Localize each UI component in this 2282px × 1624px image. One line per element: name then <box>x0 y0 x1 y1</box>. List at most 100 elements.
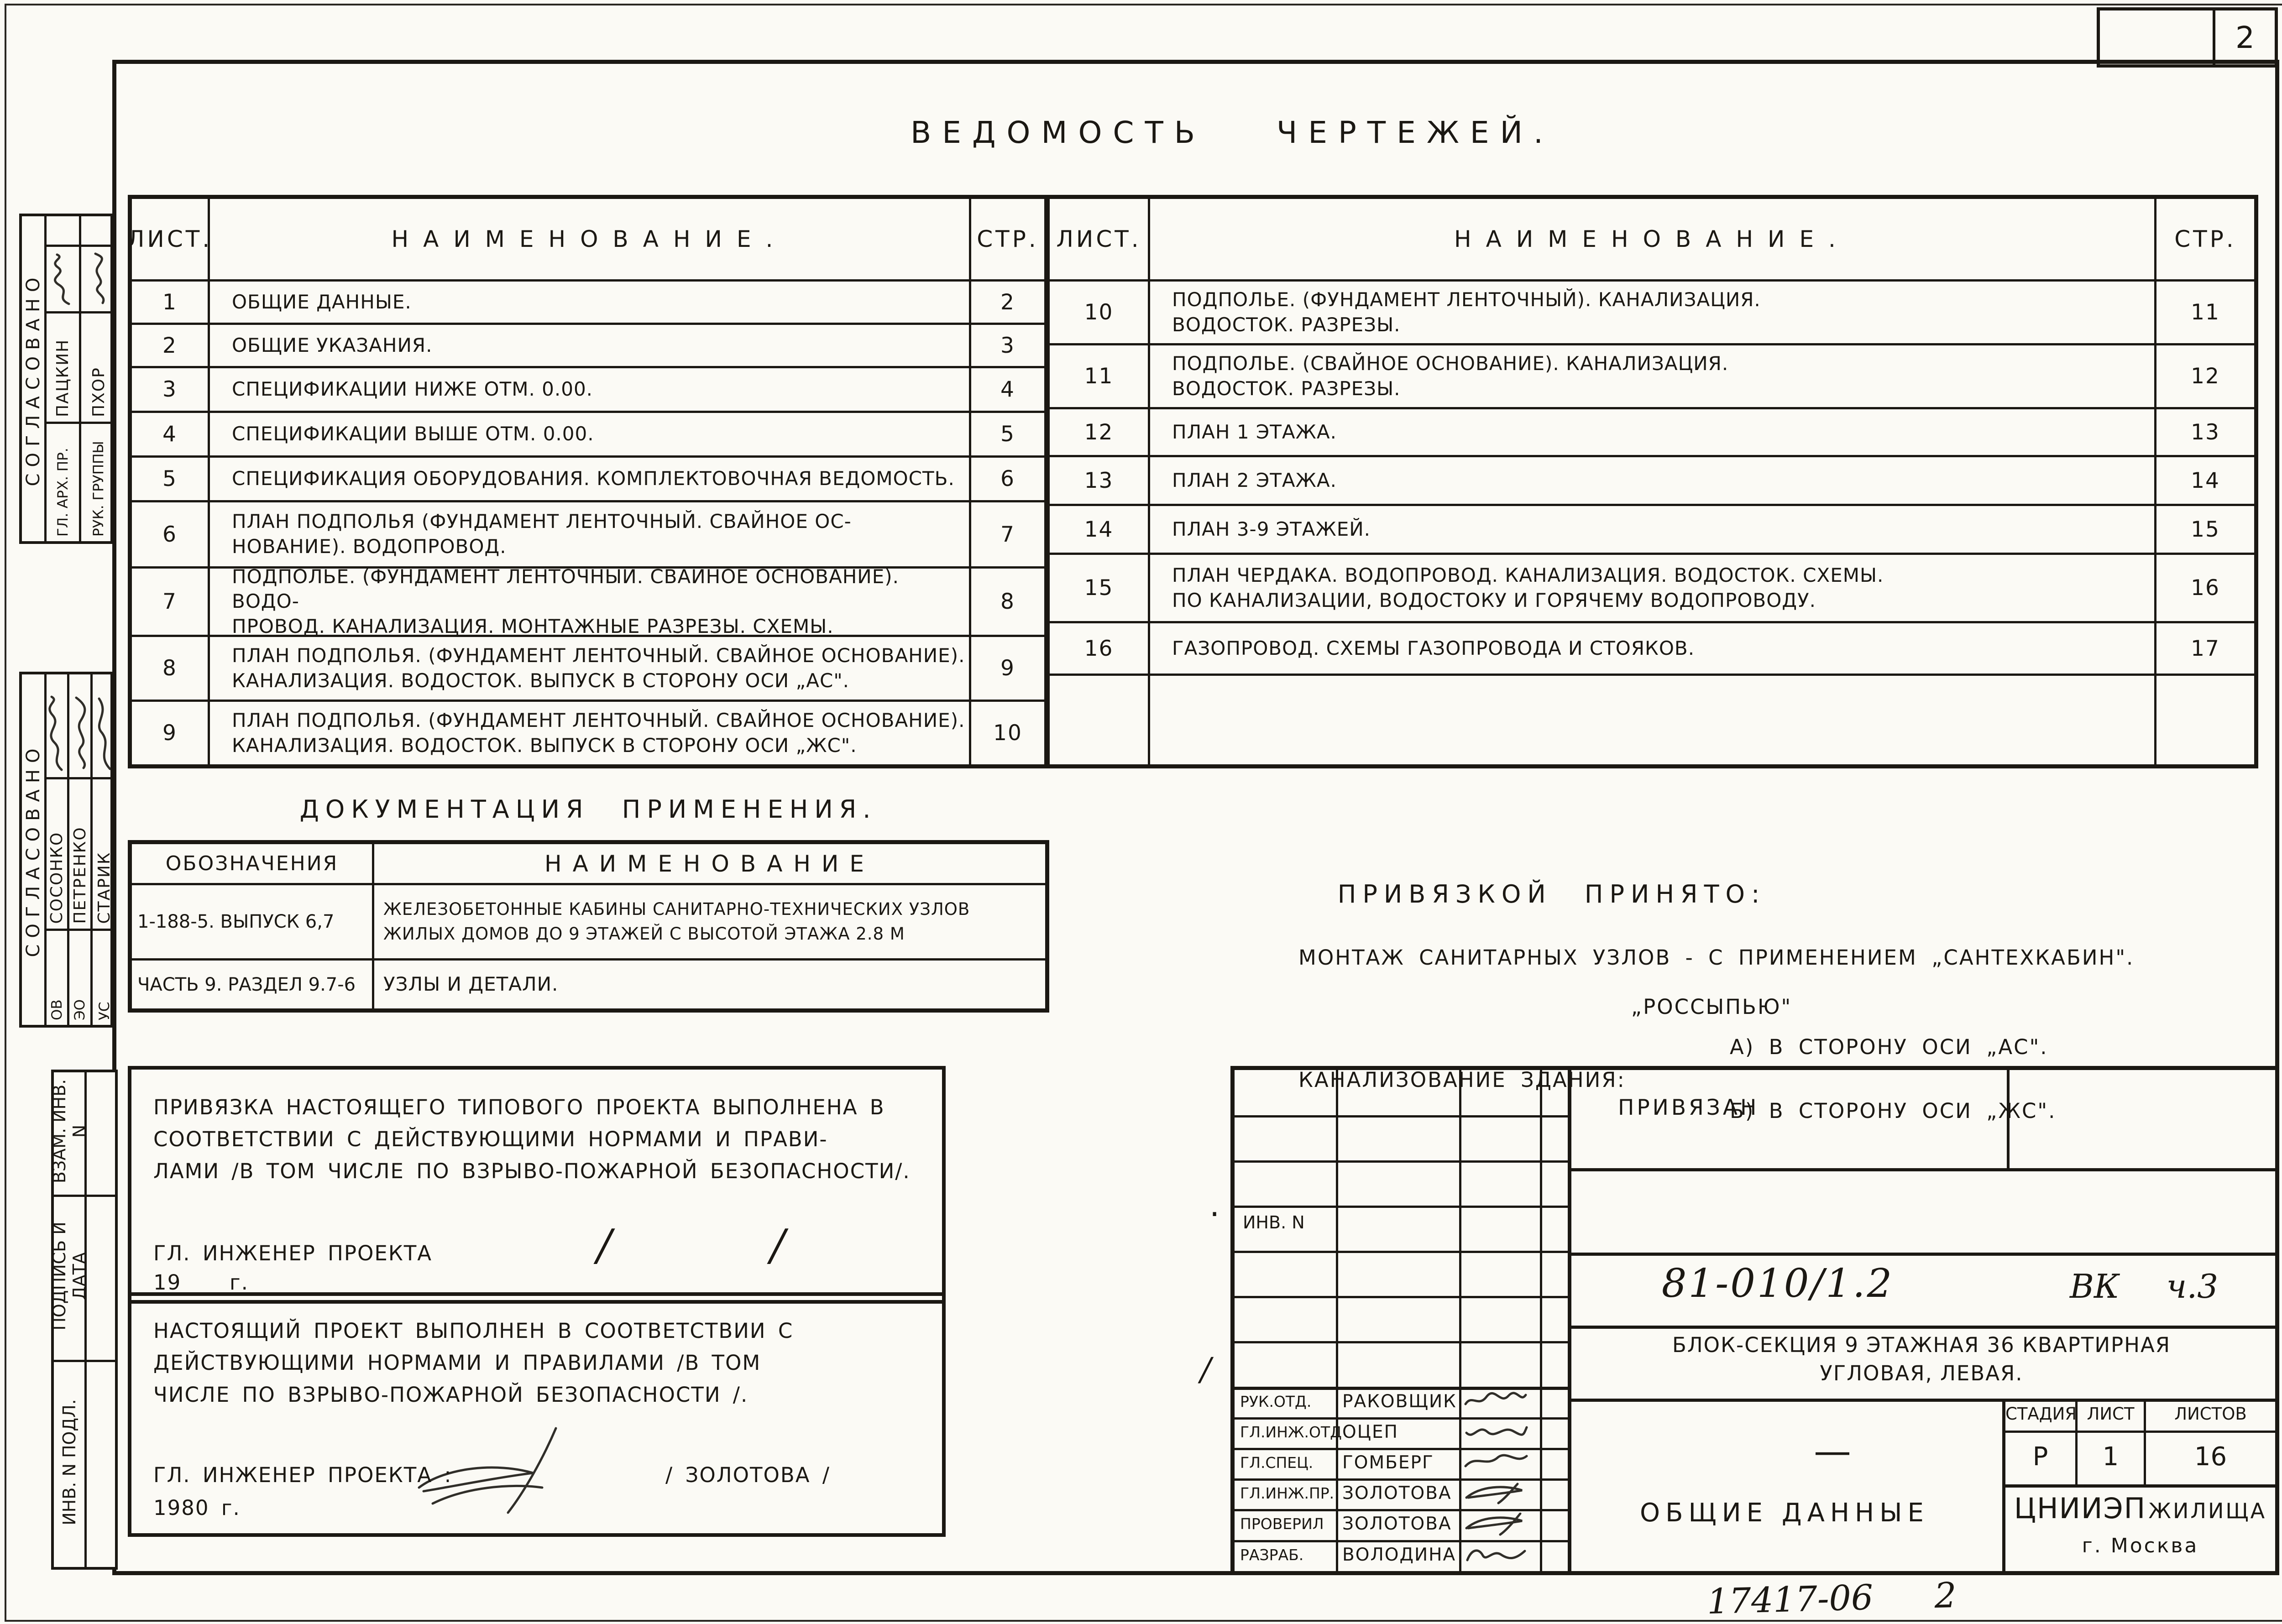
cell-sheet-number: 2 <box>132 325 210 366</box>
staff-signature <box>1463 1512 1529 1538</box>
cell-sheet-number: 1 <box>132 282 210 323</box>
organization-name: ЦНИИЭП <box>2014 1492 2146 1525</box>
staff-name: Гомберг <box>1342 1452 1434 1473</box>
docs-column-header-name: Наименование <box>544 850 875 877</box>
staff-rows: Рук.отд. Раковщик Гл.инж.отд Оцеп Гл.спец. Го… <box>1235 1387 1568 1571</box>
margin-approved-block-1: Согласовано Гл. арх. пр. Пацкин Рук. гру… <box>19 214 116 544</box>
register-row: 6 План подполья (Фундамент ленточный. Сва… <box>132 500 1044 566</box>
staff-role-label: Гл.инж.пр. <box>1240 1484 1335 1502</box>
sheet-number-value: 1 <box>2102 1442 2119 1472</box>
staff-signature <box>1463 1452 1529 1477</box>
stage-header-listov: Листов <box>2174 1404 2247 1424</box>
page-number-value: 2 <box>2235 20 2255 55</box>
document-type-and-part: ВК ч.3 <box>2070 1267 2218 1305</box>
application-docs-table: Обозначения Наименование 1-188-5. Выпуск 6… <box>128 840 1049 1013</box>
sheet-title: Общие данные <box>1640 1498 1929 1528</box>
register-row: 5 Спецификация оборудования. Комплектовоч… <box>132 455 1044 500</box>
column-header-name: Наименование. <box>210 199 971 279</box>
approver-signature <box>69 674 90 777</box>
stage-header-list: Лист <box>2087 1404 2135 1424</box>
object-name-line1: Блок-секция 9 этажная 36 квартирная <box>1672 1333 2171 1357</box>
column-header-sheet: Лист. <box>1050 199 1150 279</box>
register-row: 11 Подполье. (Свайное основание). Канализ… <box>1050 343 2254 407</box>
approver-role: ОВ <box>47 928 67 1025</box>
cell-page-number: 4 <box>1000 377 1015 402</box>
staff-role-label: Разраб. <box>1240 1546 1304 1564</box>
register-row: 16 Газопровод. Схемы газопровода и стояко… <box>1050 621 2254 674</box>
staff-signature <box>1463 1482 1529 1508</box>
cell-page-number: 12 <box>2191 364 2220 389</box>
docs-cell-code: Часть 9. Раздел 9.7-6 <box>132 961 374 1008</box>
staff-role-label: Проверил <box>1240 1515 1324 1533</box>
cell-drawing-name: Спецификация оборудования. Комплектовочн… <box>210 458 971 500</box>
margin-inventory-strip: Инв. N подл. Подпись и дата Взам. инв. N <box>51 1070 118 1570</box>
docs-row: Часть 9. Раздел 9.7-6 Узлы и детали. <box>132 958 1045 1008</box>
cell-sheet-number: 9 <box>132 702 210 764</box>
note1-line2: соответствии с действующими нормами и пр… <box>153 1127 828 1151</box>
docs-column-header-code: Обозначения <box>132 844 374 883</box>
register-row: 14 План 3-9 этажей. 15 <box>1050 504 2254 553</box>
document-type: ВК <box>2070 1267 2120 1305</box>
stamp-empty-cell <box>87 1360 115 1567</box>
register-table-left: Лист. Наименование. Стр. 1 Общие данные. 2 2 Об… <box>128 195 1048 768</box>
note2-signer-label: Гл. инженер проекта : <box>153 1463 452 1487</box>
register-row: 13 План 2 этажа. 14 <box>1050 455 2254 504</box>
organization: ЦНИИЭП жилища г. Москва <box>2005 1493 2275 1561</box>
approved-label: Согласовано <box>22 216 47 541</box>
binding-item-b: Б) в сторону оси „Жс". <box>1730 1099 2057 1123</box>
binding-item-a: А) в сторону оси „Ас". <box>1730 1035 2048 1059</box>
binding-montage-line: Монтаж санитарных узлов - с применением … <box>1298 945 2135 970</box>
staff-name: Раковщик <box>1342 1391 1457 1412</box>
cell-page-number: 17 <box>2191 636 2220 661</box>
cell-page-number <box>2156 676 2254 764</box>
cell-sheet-number: 16 <box>1050 623 1150 674</box>
staff-signature <box>1463 1390 1529 1416</box>
approver-signature <box>81 245 116 311</box>
attached-label: Привязан <box>1618 1095 1759 1120</box>
stage-value: Р <box>2032 1442 2048 1472</box>
staff-role-label: Гл.спец. <box>1240 1453 1314 1472</box>
cell-sheet-number <box>1050 676 1150 764</box>
register-row: 4 Спецификации выше отм. 0.00. 5 <box>132 411 1044 455</box>
cell-sheet-number: 6 <box>132 502 210 566</box>
staff-name: Оцеп <box>1342 1421 1398 1442</box>
cell-sheet-number: 4 <box>132 413 210 455</box>
register-row <box>1050 674 2254 764</box>
cell-page-number: 9 <box>1000 656 1015 681</box>
cell-drawing-name: План подполья. (Фундамент ленточный. Сва… <box>210 702 971 764</box>
stamp-label-vzam-inv: Взам. инв. N <box>54 1079 84 1184</box>
footer-code: 17417-06 2 <box>1706 1575 1957 1622</box>
stamp-label-inv-podl: Инв. N подл. <box>54 1360 84 1567</box>
cell-page-number: 8 <box>1000 589 1015 614</box>
cell-drawing-name: Общие указания. <box>210 325 971 366</box>
register-row: 15 План чердака. Водопровод. Канализация.… <box>1050 553 2254 621</box>
cell-page-number: 15 <box>2191 517 2220 542</box>
note2-signature-name: / Золотова / <box>665 1463 831 1487</box>
staff-name: Володина <box>1342 1545 1456 1565</box>
register-title: Ведомость чертежей. <box>911 115 1554 150</box>
cell-drawing-name: Спецификации ниже отм. 0.00. <box>210 368 971 411</box>
note2-line2: действующими нормами и правилами /в том <box>153 1351 761 1375</box>
document-part: ч.3 <box>2166 1267 2219 1305</box>
dot-mark: . <box>1209 1186 1220 1224</box>
cell-page-number: 14 <box>2191 468 2220 493</box>
inventory-number-label: Инв. N <box>1243 1212 1305 1232</box>
cell-drawing-name: Подполье. (Свайное основание). Канализац… <box>1150 345 2156 407</box>
object-name: Блок-секция 9 этажная 36 квартирная угло… <box>1568 1331 2275 1388</box>
register-row: 1 Общие данные. 2 <box>132 279 1044 323</box>
staff-role-label: Гл.инж.отд <box>1240 1423 1342 1441</box>
cell-drawing-name: Спецификации выше отм. 0.00. <box>210 413 971 455</box>
docs-cell-code: 1-188-5. Выпуск 6,7 <box>132 885 374 958</box>
cell-drawing-name <box>1150 676 2156 764</box>
approver-role: Гл. арх. пр. <box>47 422 79 541</box>
approved-label: Согласовано <box>22 674 47 1025</box>
slash-mark: / <box>1200 1351 1211 1388</box>
staff-row: Гл.инж.пр. Золотова <box>1235 1478 1568 1509</box>
register-row: 7 Подполье. (Фундамент ленточный. Свайное… <box>132 566 1044 635</box>
column-header-sheet: Лист. <box>132 199 210 279</box>
margin-approved-block-2: Согласовано ОВ Сосонко ЭО Петренко УС Ст… <box>19 672 116 1028</box>
approver-name: Петренко <box>69 777 90 929</box>
document-number: 81-010/1.2 <box>1661 1261 1894 1306</box>
note1-line1: Привязка настоящего типового проекта вып… <box>153 1095 885 1119</box>
